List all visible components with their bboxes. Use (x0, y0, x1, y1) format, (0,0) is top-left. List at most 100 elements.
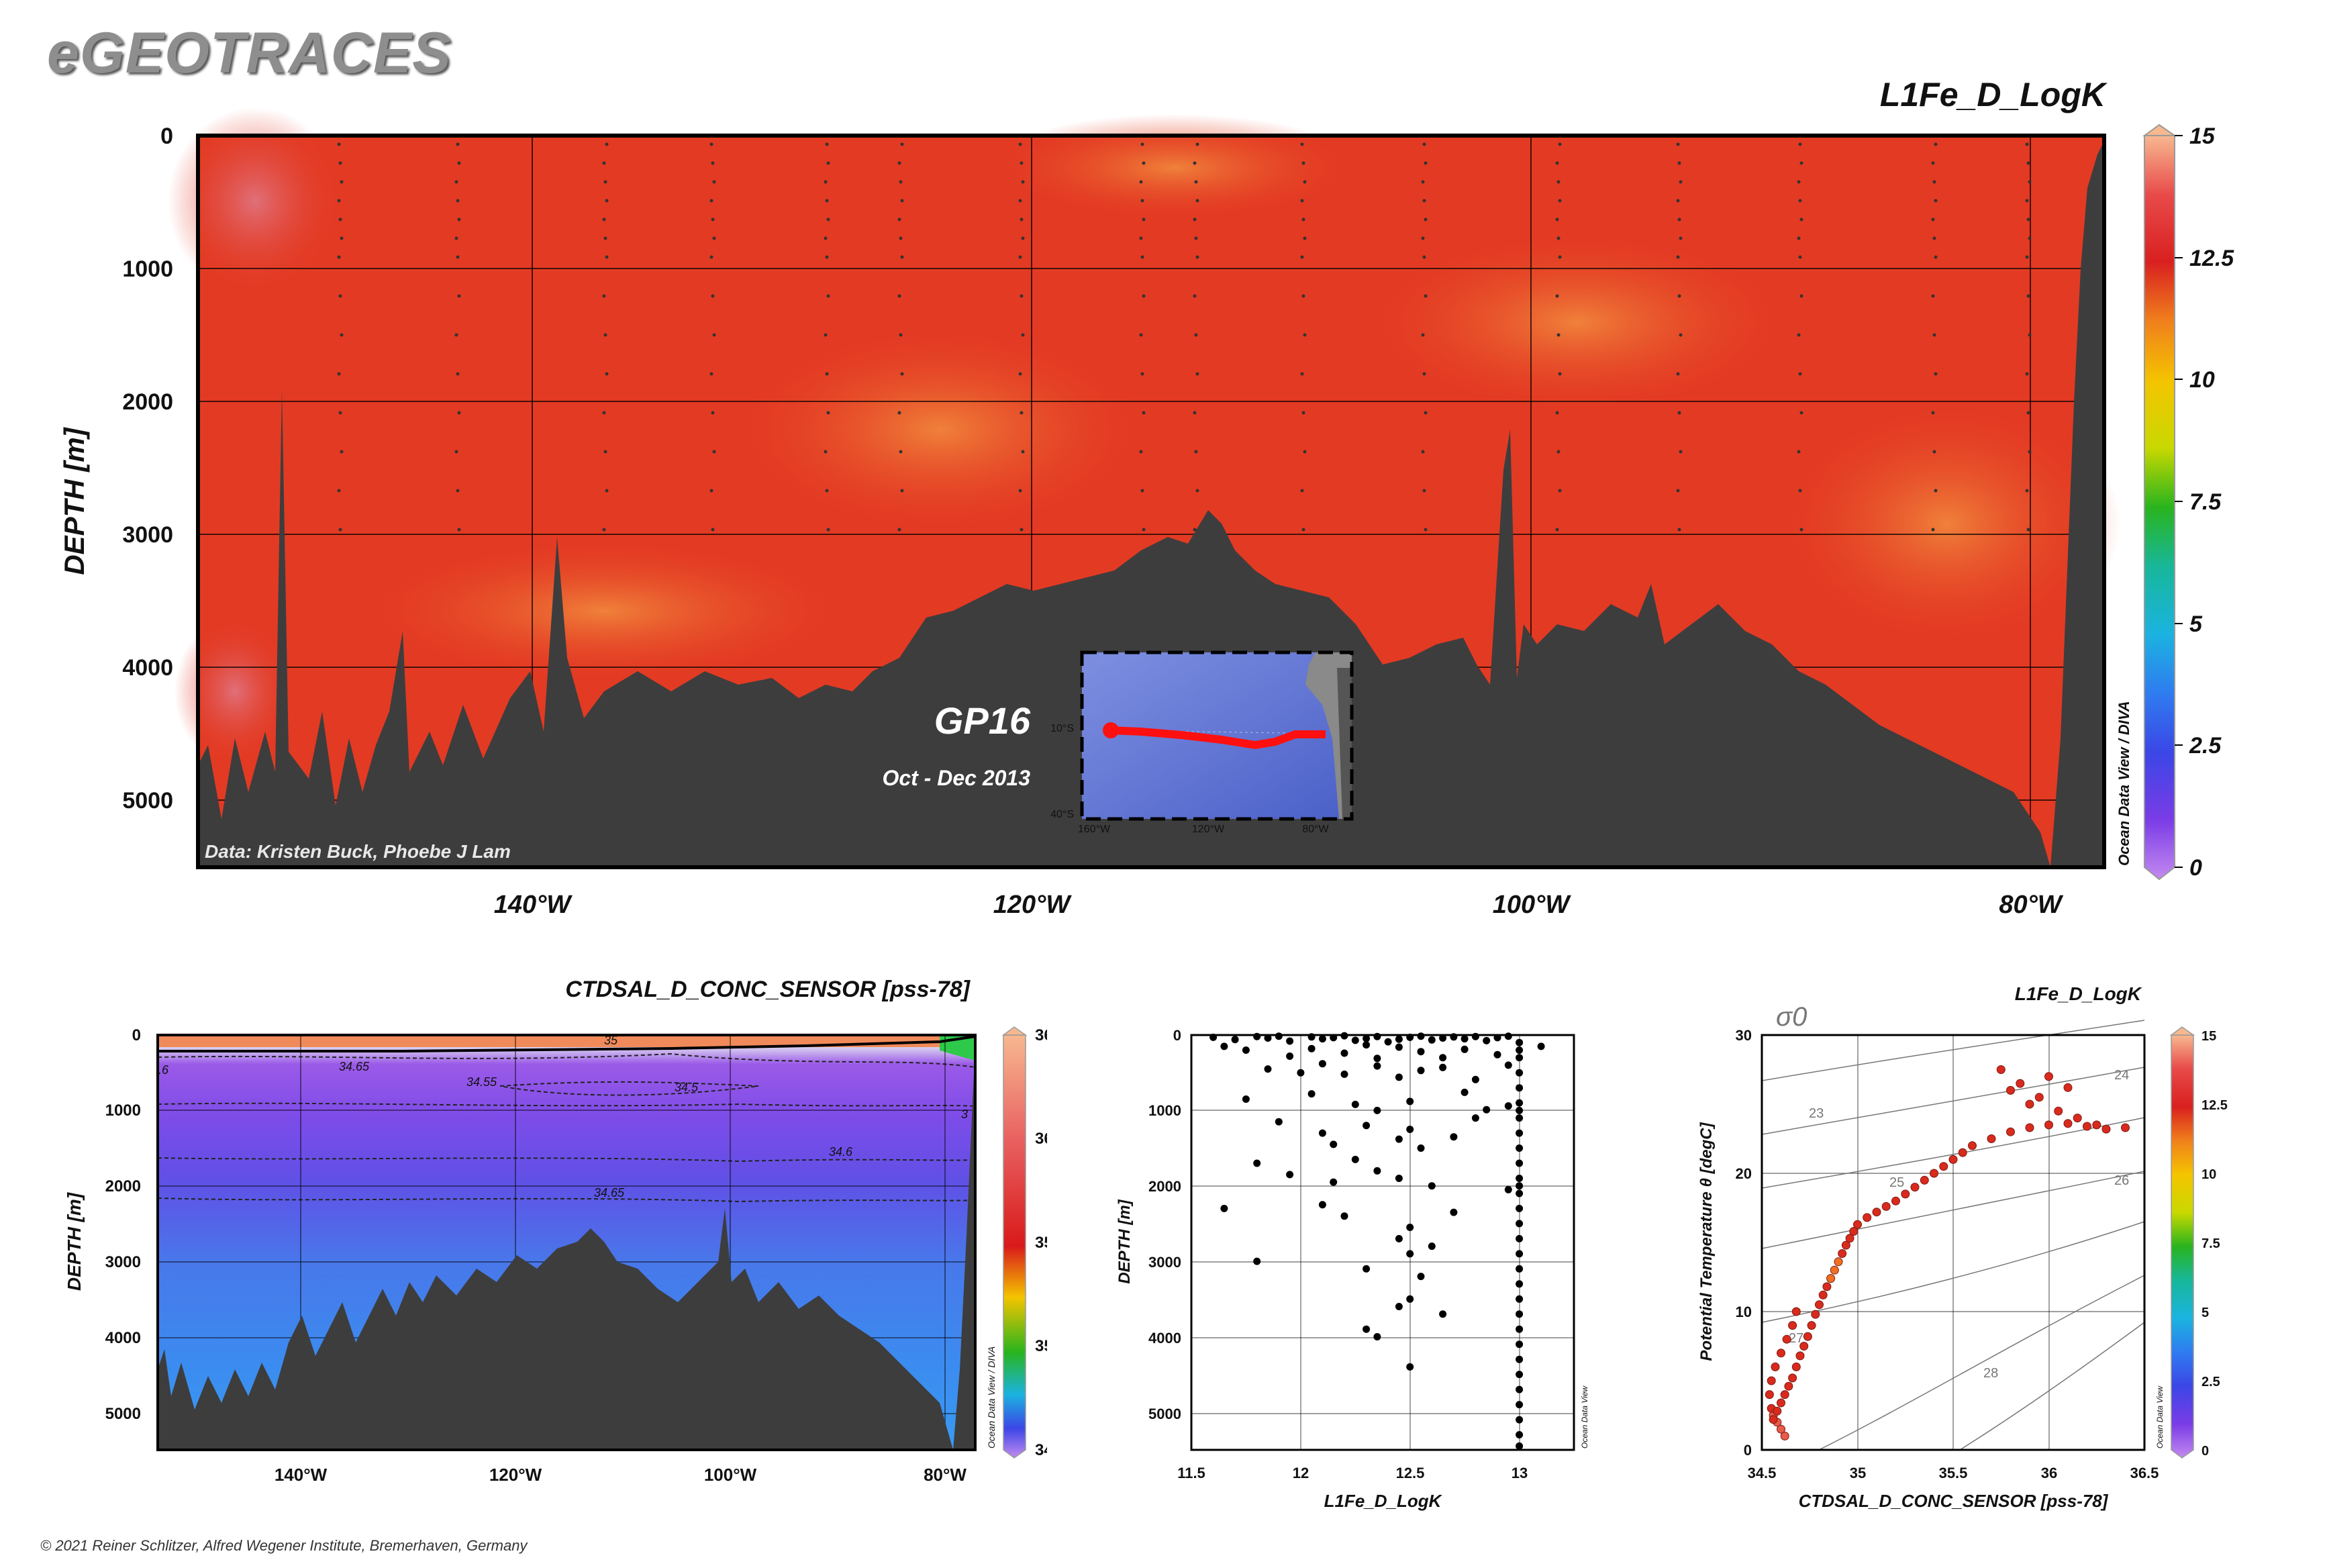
sample-dot (337, 199, 341, 203)
ts-data-point (2101, 1124, 2111, 1134)
sample-dot (1194, 180, 1198, 184)
depth-data-point (1363, 1122, 1371, 1130)
main-cbar-12.5: 12.5 (2189, 246, 2234, 271)
ts-data-point (1803, 1332, 1812, 1341)
main-y-ticks: 0 1000 2000 3000 4000 5000 (122, 124, 173, 814)
sample-dot (1195, 372, 1199, 376)
sample-dot (1301, 411, 1305, 415)
sample-dot (2025, 489, 2029, 493)
sample-dot (711, 528, 715, 532)
depth-ytick-4000: 4000 (1148, 1330, 1181, 1346)
depth-data-point (1373, 1062, 1381, 1070)
depth-scatter-points (1209, 1032, 1545, 1450)
sample-dot (456, 142, 460, 146)
sample-dot (1676, 199, 1680, 203)
ts-data-point (1881, 1202, 1891, 1211)
sample-dot (1424, 161, 1428, 165)
sample-dot (1677, 161, 1681, 165)
sample-dot (1677, 294, 1681, 298)
salinity-colorbar: 36.5 36 35.5 35 34.5 (1001, 1026, 1047, 1459)
depth-data-point (1516, 1234, 1524, 1242)
sample-dot (825, 372, 829, 376)
ts-diagram-plot: L1Fe_D_LogK σ0 23 24 25 26 27 28 30 20 1… (1697, 983, 2228, 1511)
main-xtick-100w: 100°W (1493, 891, 1572, 919)
depth-data-point (1516, 1069, 1524, 1077)
sample-dot (1422, 142, 1426, 146)
data-credit: Data: Kristen Buck, Phoebe J Lam (205, 841, 511, 862)
main-x-ticks: 140°W 120°W 100°W 80°W (494, 891, 2064, 919)
sample-dot (1679, 450, 1683, 454)
depth-data-point (1351, 1155, 1359, 1163)
depth-data-point (1307, 1044, 1316, 1052)
sample-dot (454, 450, 458, 454)
sample-dot (602, 161, 606, 165)
ts-colorbar: 15 12.5 10 7.5 5 2.5 0 (2169, 1026, 2228, 1459)
depth-data-point (1406, 1224, 1414, 1231)
sample-dot (899, 180, 903, 184)
sample-dot (605, 372, 609, 376)
depth-xtick-12: 12 (1293, 1465, 1309, 1481)
depth-data-point (1516, 1340, 1524, 1349)
depth-data-point (1318, 1035, 1326, 1043)
sample-dot (899, 450, 903, 454)
depth-data-point (1286, 1052, 1294, 1060)
depth-data-point (1516, 1129, 1524, 1137)
sample-dot (1193, 217, 1197, 222)
depth-data-point (1460, 1045, 1469, 1053)
depth-data-point (1450, 1208, 1458, 1216)
depth-data-point (1439, 1063, 1447, 1071)
sample-dot (456, 199, 460, 203)
sample-dot (1679, 236, 1683, 240)
isopycnal-27: 27 (1789, 1331, 1803, 1346)
sample-dot (338, 528, 342, 532)
sample-dot (1193, 294, 1197, 298)
depth-odv-label: Ocean Data View (1580, 1385, 1589, 1449)
sample-dot (1194, 333, 1198, 337)
sample-dot (1422, 255, 1426, 259)
main-cbar-15: 15 (2189, 124, 2216, 149)
contour-label-34.65: 34.65 (594, 1186, 625, 1199)
ts-data-point (1815, 1300, 1824, 1310)
depth-xtick-11.5: 11.5 (1177, 1465, 1205, 1481)
sample-dot (603, 450, 607, 454)
sample-dot (712, 450, 716, 454)
sample-dot (824, 333, 828, 337)
depth-ytick-3000: 3000 (1148, 1254, 1181, 1271)
sample-dot (454, 180, 458, 184)
sample-dot (1195, 199, 1199, 203)
main-xtick-80w: 80°W (1999, 891, 2063, 919)
ts-data-point (1849, 1227, 1859, 1236)
sample-dot (1424, 294, 1428, 298)
sample-dot (2026, 411, 2030, 415)
ts-data-point (1910, 1183, 1920, 1192)
main-plot-frame (196, 134, 2106, 869)
sample-dot (603, 333, 607, 337)
ts-data-point (1791, 1307, 1801, 1316)
sample-dot (337, 489, 341, 493)
main-xtick-140w: 140°W (494, 891, 573, 919)
sal-ytick-5000: 5000 (105, 1405, 141, 1423)
sample-dot (1555, 528, 1559, 532)
sample-dot (602, 528, 606, 532)
depth-data-point (1516, 1038, 1524, 1046)
sample-dot (457, 217, 461, 222)
ts-data-point (2054, 1106, 2063, 1116)
sample-dot (1195, 489, 1199, 493)
sample-dot (711, 217, 715, 222)
depth-data-point (1516, 1159, 1524, 1167)
depth-xtick-12.5: 12.5 (1396, 1465, 1425, 1481)
depth-data-point (1253, 1257, 1261, 1265)
ts-data-point (2006, 1085, 2015, 1095)
depth-data-point (1439, 1034, 1447, 1042)
depth-data-point (1373, 1333, 1381, 1340)
sample-dot (1558, 255, 1562, 259)
main-ytick-0: 0 (160, 124, 173, 149)
sample-dot (605, 255, 609, 259)
sample-dot (1556, 450, 1561, 454)
depth-ytick-1000: 1000 (1148, 1102, 1181, 1119)
sample-dot (454, 236, 458, 240)
ts-xtick-36: 36 (2041, 1465, 2057, 1481)
depth-data-point (1231, 1036, 1239, 1044)
ts-data-point (1901, 1189, 1910, 1199)
depth-data-point (1471, 1075, 1479, 1083)
